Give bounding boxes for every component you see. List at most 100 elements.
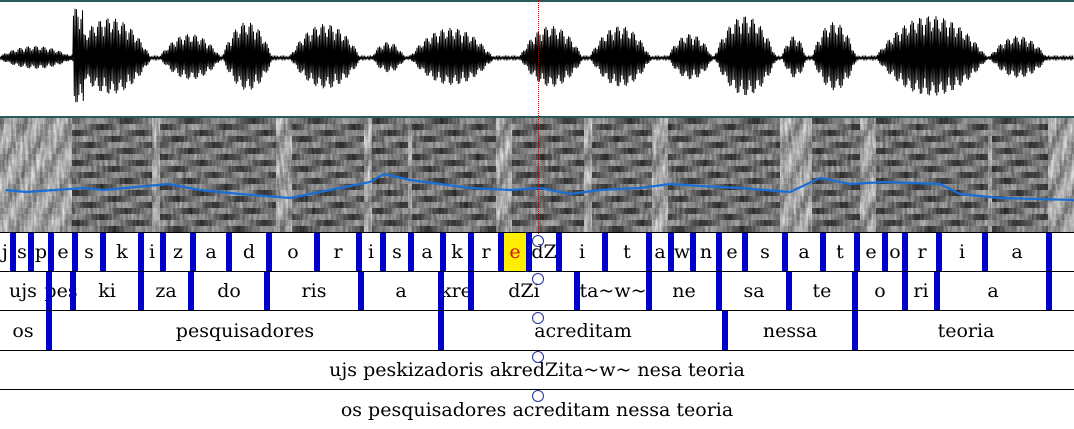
- interval-boundary[interactable]: [264, 272, 270, 310]
- phones-interval[interactable]: n: [696, 233, 716, 271]
- interval-boundary[interactable]: [468, 233, 474, 271]
- cursor-handle-phones[interactable]: [532, 235, 544, 247]
- phones-interval[interactable]: o: [272, 233, 314, 271]
- interval-boundary[interactable]: [602, 233, 608, 271]
- interval-boundary[interactable]: [226, 233, 232, 271]
- phones-interval[interactable]: k: [106, 233, 138, 271]
- cursor-handle-words[interactable]: [532, 312, 544, 324]
- spectrogram[interactable]: [0, 118, 1074, 232]
- interval-boundary[interactable]: [138, 272, 144, 310]
- interval-boundary[interactable]: [902, 233, 908, 271]
- words-interval[interactable]: teoria: [858, 311, 1074, 350]
- interval-boundary[interactable]: [936, 233, 942, 271]
- interval-boundary[interactable]: [438, 272, 444, 310]
- interval-boundary[interactable]: [668, 233, 674, 271]
- syl-interval[interactable]: za: [144, 272, 188, 310]
- interval-boundary[interactable]: [690, 233, 696, 271]
- interval-boundary[interactable]: [646, 272, 652, 310]
- words-interval[interactable]: acreditam: [444, 311, 722, 350]
- interval-boundary[interactable]: [48, 233, 54, 271]
- interval-boundary[interactable]: [716, 233, 722, 271]
- phones-interval[interactable]: i: [562, 233, 602, 271]
- interval-boundary[interactable]: [46, 272, 52, 310]
- interval-boundary[interactable]: [160, 233, 166, 271]
- phones-interval[interactable]: t: [608, 233, 646, 271]
- syl-interval[interactable]: ne: [652, 272, 716, 310]
- syl-interval[interactable]: a: [364, 272, 438, 310]
- syl-interval[interactable]: te: [792, 272, 852, 310]
- phones-interval[interactable]: z: [166, 233, 190, 271]
- interval-boundary[interactable]: [100, 233, 106, 271]
- interval-boundary[interactable]: [190, 233, 196, 271]
- interval-boundary[interactable]: [188, 272, 194, 310]
- phones-interval[interactable]: s: [748, 233, 782, 271]
- interval-boundary[interactable]: [1046, 272, 1052, 310]
- phones-interval[interactable]: i: [362, 233, 380, 271]
- interval-boundary[interactable]: [556, 233, 562, 271]
- syl-interval[interactable]: ris: [270, 272, 358, 310]
- interval-boundary[interactable]: [1046, 233, 1052, 271]
- interval-boundary[interactable]: [440, 233, 446, 271]
- phones-interval[interactable]: r: [320, 233, 356, 271]
- interval-boundary[interactable]: [742, 233, 748, 271]
- interval-boundary[interactable]: [438, 311, 444, 350]
- phones-interval[interactable]: d: [232, 233, 266, 271]
- syl-interval[interactable]: ta~w~: [580, 272, 646, 310]
- cursor-handle-orthographic[interactable]: [532, 390, 544, 402]
- phones-interval[interactable]: a: [196, 233, 226, 271]
- phones-interval[interactable]: a: [652, 233, 668, 271]
- interval-boundary[interactable]: [854, 233, 860, 271]
- interval-boundary[interactable]: [782, 233, 788, 271]
- interval-boundary[interactable]: [138, 233, 144, 271]
- interval-boundary[interactable]: [526, 233, 532, 271]
- words-interval[interactable]: pesquisadores: [52, 311, 438, 350]
- time-cursor[interactable]: [538, 0, 539, 236]
- phones-interval[interactable]: j: [0, 233, 10, 271]
- phones-interval[interactable]: s: [386, 233, 408, 271]
- interval-boundary[interactable]: [786, 272, 792, 310]
- syl-interval[interactable]: o: [858, 272, 902, 310]
- interval-boundary[interactable]: [28, 233, 34, 271]
- interval-boundary[interactable]: [358, 272, 364, 310]
- phones-interval[interactable]: r: [908, 233, 936, 271]
- syl-interval[interactable]: ujs: [0, 272, 46, 310]
- cursor-handle-syllables[interactable]: [532, 273, 544, 285]
- phones-interval[interactable]: r: [474, 233, 498, 271]
- interval-boundary[interactable]: [820, 233, 826, 271]
- interval-boundary[interactable]: [10, 233, 16, 271]
- interval-boundary[interactable]: [646, 233, 652, 271]
- syl-interval[interactable]: sa: [722, 272, 786, 310]
- syl-interval[interactable]: dZi: [474, 272, 574, 310]
- syl-interval[interactable]: kre: [444, 272, 468, 310]
- interval-boundary[interactable]: [722, 311, 728, 350]
- phones-interval[interactable]: t: [826, 233, 854, 271]
- interval-boundary[interactable]: [70, 272, 76, 310]
- phones-interval[interactable]: a: [988, 233, 1046, 271]
- phones-interval[interactable]: e: [860, 233, 882, 271]
- interval-boundary[interactable]: [882, 233, 888, 271]
- phones-interval[interactable]: s: [78, 233, 100, 271]
- interval-boundary[interactable]: [408, 233, 414, 271]
- interval-boundary[interactable]: [380, 233, 386, 271]
- phones-interval[interactable]: a: [788, 233, 820, 271]
- phones-interval[interactable]: o: [888, 233, 902, 271]
- phones-interval[interactable]: i: [942, 233, 982, 271]
- interval-boundary[interactable]: [356, 233, 362, 271]
- interval-boundary[interactable]: [852, 311, 858, 350]
- phones-interval[interactable]: e: [54, 233, 72, 271]
- interval-boundary[interactable]: [902, 272, 908, 310]
- interval-boundary[interactable]: [574, 272, 580, 310]
- interval-boundary[interactable]: [72, 233, 78, 271]
- syl-interval[interactable]: ri: [908, 272, 934, 310]
- syl-interval[interactable]: a: [940, 272, 1046, 310]
- phones-interval[interactable]: k: [446, 233, 468, 271]
- interval-boundary[interactable]: [716, 272, 722, 310]
- interval-boundary[interactable]: [982, 233, 988, 271]
- words-interval[interactable]: nessa: [728, 311, 852, 350]
- syl-interval[interactable]: pes: [52, 272, 70, 310]
- phones-interval[interactable]: i: [144, 233, 160, 271]
- interval-boundary[interactable]: [498, 233, 504, 271]
- phones-interval[interactable]: w: [674, 233, 690, 271]
- interval-boundary[interactable]: [852, 272, 858, 310]
- interval-boundary[interactable]: [934, 272, 940, 310]
